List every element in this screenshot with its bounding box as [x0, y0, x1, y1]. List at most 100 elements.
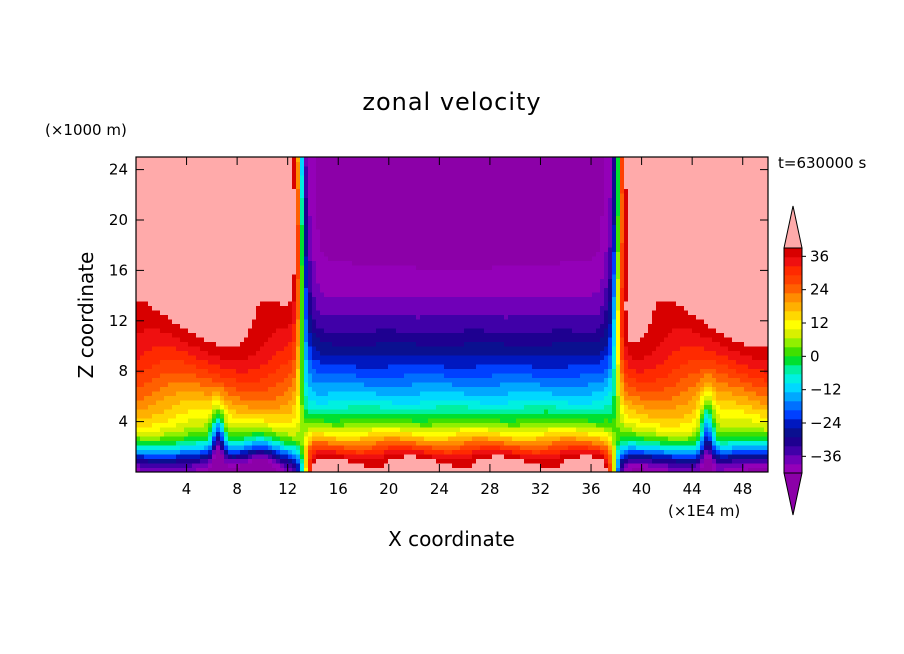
field-cell [204, 260, 209, 266]
field-cell [220, 337, 225, 342]
field-cell [184, 166, 189, 171]
field-cell [164, 256, 169, 261]
field-cell [292, 328, 297, 333]
field-cell [220, 269, 225, 275]
field-cell [260, 305, 265, 311]
field-cell [256, 364, 261, 369]
field-cell [352, 170, 357, 176]
field-cell [184, 224, 189, 230]
field-cell [356, 395, 361, 401]
field-cell [212, 418, 217, 423]
field-cell [332, 202, 337, 207]
field-cell [400, 350, 405, 356]
field-cell [228, 346, 233, 351]
field-cell [256, 247, 261, 252]
field-cell [308, 449, 313, 455]
field-cell [328, 305, 333, 311]
field-cell [320, 409, 325, 414]
field-cell [296, 305, 301, 311]
field-cell [204, 269, 209, 275]
field-cell [332, 220, 337, 225]
field-cell [268, 184, 273, 189]
field-cell [376, 274, 381, 279]
field-cell [336, 418, 341, 423]
field-cell [148, 440, 153, 446]
field-cell [160, 391, 165, 396]
field-cell [396, 274, 401, 279]
field-cell [348, 260, 353, 266]
field-cell [364, 323, 369, 329]
field-cell [168, 247, 173, 252]
field-cell [400, 463, 405, 468]
field-cell [264, 463, 269, 468]
field-cell [384, 449, 389, 455]
field-cell [360, 260, 365, 266]
field-cell [400, 418, 405, 423]
field-cell [192, 157, 197, 162]
field-cell [156, 287, 161, 293]
field-cell [376, 377, 381, 383]
field-cell [240, 454, 245, 459]
field-cell [136, 274, 141, 279]
field-cell [364, 409, 369, 414]
field-cell [368, 382, 373, 387]
field-cell [148, 314, 153, 320]
field-cell [188, 332, 193, 338]
field-cell [168, 278, 173, 284]
field-cell [344, 431, 349, 437]
field-cell [396, 242, 401, 248]
field-cell [148, 292, 153, 297]
field-cell [204, 301, 209, 306]
field-cell [152, 256, 157, 261]
field-cell [320, 233, 325, 239]
field-cell [344, 341, 349, 347]
field-cell [208, 323, 213, 329]
field-cell [232, 197, 237, 203]
field-cell [404, 319, 409, 324]
field-cell [292, 247, 297, 252]
field-cell [348, 166, 353, 171]
field-cell [224, 377, 229, 383]
field-cell [412, 337, 417, 342]
field-cell [172, 337, 177, 342]
field-cell [320, 269, 325, 275]
field-cell [320, 197, 325, 203]
field-cell [232, 319, 237, 324]
field-cell [416, 355, 421, 360]
field-cell [248, 283, 253, 288]
field-cell [312, 314, 317, 320]
field-cell [136, 157, 141, 162]
field-cell [280, 287, 285, 293]
field-cell [404, 278, 409, 284]
field-cell [184, 242, 189, 248]
field-cell [156, 373, 161, 378]
field-cell [208, 436, 213, 441]
field-cell [168, 332, 173, 338]
field-cell [156, 314, 161, 320]
field-cell [348, 427, 353, 432]
field-cell [220, 283, 225, 288]
field-cell [192, 373, 197, 378]
field-cell [256, 188, 261, 194]
field-cell [376, 391, 381, 396]
field-cell [196, 206, 201, 212]
field-cell [260, 238, 265, 243]
field-cell [224, 355, 229, 360]
field-cell [164, 175, 169, 180]
field-cell [152, 395, 157, 401]
field-cell [160, 278, 165, 284]
field-cell [180, 197, 185, 203]
field-cell [232, 229, 237, 234]
field-cell [208, 175, 213, 180]
field-cell [176, 337, 181, 342]
field-cell [336, 287, 341, 293]
field-cell [264, 431, 269, 437]
field-cell [316, 328, 321, 333]
field-cell [200, 368, 205, 374]
field-cell [224, 202, 229, 207]
field-cell [252, 278, 257, 284]
field-cell [212, 179, 217, 185]
field-cell [224, 220, 229, 225]
field-cell [304, 265, 309, 270]
field-cell [296, 238, 301, 243]
